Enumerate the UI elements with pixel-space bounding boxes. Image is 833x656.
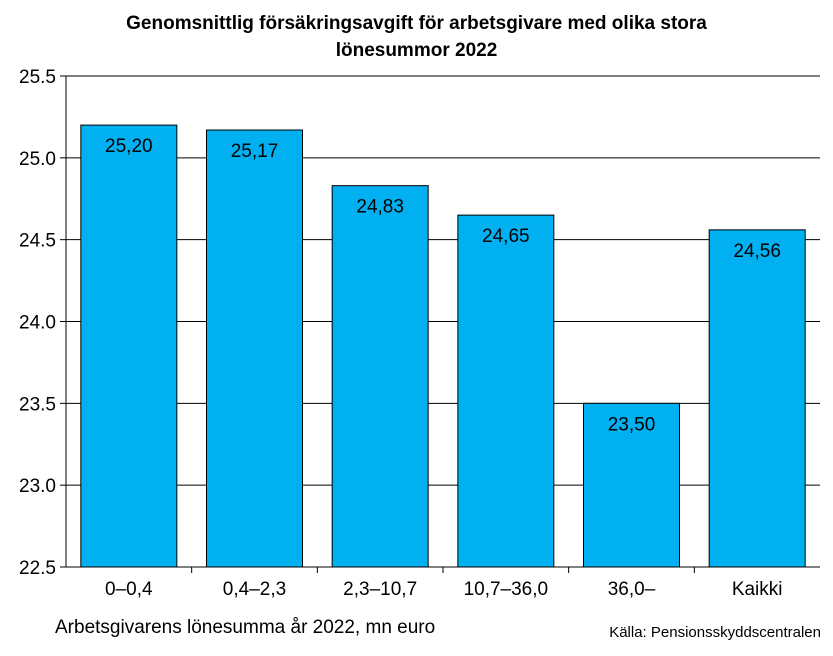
y-tick-label: 25.0 xyxy=(19,149,56,170)
y-axis-ticks: 22.5 23.0 23.5 24.0 24.5 25.0 25.5 xyxy=(19,67,66,579)
x-tick-label: 2,3–10,7 xyxy=(343,579,417,600)
x-tick-label: 36,0– xyxy=(608,579,656,600)
x-tick-label: 0–0,4 xyxy=(105,579,153,600)
bars xyxy=(80,124,806,568)
x-tick-label: 0,4–2,3 xyxy=(223,579,286,600)
chart-title: Genomsnittlig försäkringsavgift för arbe… xyxy=(0,10,833,64)
bar xyxy=(457,214,555,568)
y-tick-label: 23.0 xyxy=(19,476,56,497)
data-label: 24,56 xyxy=(733,241,781,262)
y-tick-label: 23.5 xyxy=(19,394,56,415)
data-label: 24,83 xyxy=(356,197,404,218)
source-note: Källa: Pensionsskyddscentralen xyxy=(609,624,821,641)
chart-title-line-1: Genomsnittlig försäkringsavgift för arbe… xyxy=(126,13,707,34)
data-label: 25,17 xyxy=(231,141,279,162)
bar xyxy=(708,229,806,568)
x-axis-label: Arbetsgivarens lönesumma år 2022, mn eur… xyxy=(55,617,436,638)
y-tick-label: 22.5 xyxy=(19,558,56,579)
data-label: 24,65 xyxy=(482,226,530,247)
bar xyxy=(331,185,429,568)
data-label: 25,20 xyxy=(105,136,153,157)
x-tick-label: 10,7–36,0 xyxy=(464,579,549,600)
x-axis-ticks: 0–0,4 0,4–2,3 2,3–10,7 10,7–36,0 36,0– Kaikki xyxy=(105,567,783,600)
y-tick-label: 25.5 xyxy=(19,67,56,88)
x-tick-label: Kaikki xyxy=(732,579,783,600)
bar xyxy=(80,124,178,568)
y-tick-label: 24.5 xyxy=(19,231,56,252)
data-labels: 25,20 25,17 24,83 24,65 23,50 24,56 xyxy=(105,136,781,435)
y-tick-label: 24.0 xyxy=(19,313,56,334)
bar xyxy=(206,129,303,568)
chart-title-line-2: lönesummor 2022 xyxy=(335,40,498,61)
data-label: 23,50 xyxy=(608,414,656,435)
gridlines xyxy=(66,75,820,486)
